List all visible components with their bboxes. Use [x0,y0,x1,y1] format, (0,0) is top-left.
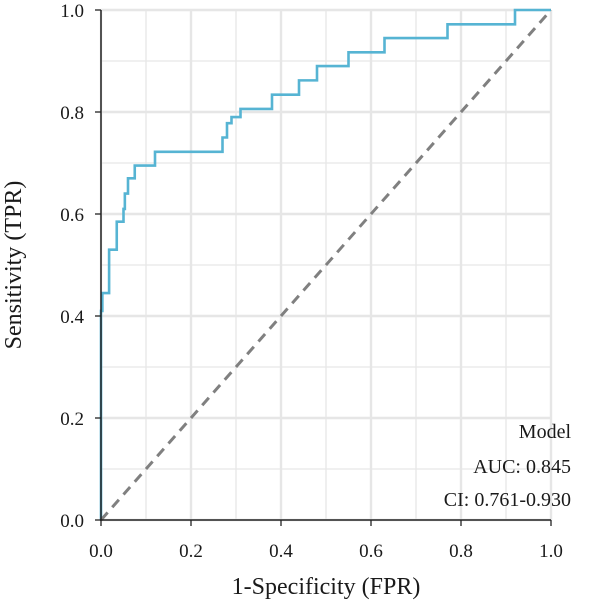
diagonal-reference-line [99,9,553,521]
x-tick-label: 1.0 [539,541,563,562]
y-tick-label: 0.6 [60,205,84,226]
y-tick-label: 0.4 [60,307,84,328]
y-tick-label: 0.8 [60,103,84,124]
x-axis-label: 1-Specificity (FPR) [232,574,421,600]
tick-labels: 0.0 0.2 0.4 0.6 0.8 1.0 0.0 0.2 0.4 0.6 0.8 1.0 [60,1,563,562]
x-tick-label: 0.2 [179,541,203,562]
roc-curve-line [99,8,551,520]
y-tick-label: 1.0 [60,1,84,22]
axes [95,9,552,526]
grid [99,8,553,522]
x-tick-label: 0.6 [359,541,383,562]
annotation-line: AUC: 0.845 [473,456,571,478]
x-tick-label: 0.0 [89,541,113,562]
series-layer [99,8,553,521]
y-tick-label: 0.2 [60,409,84,430]
y-tick-label: 0.0 [60,511,84,532]
annotation-line: CI: 0.761-0.930 [444,489,571,511]
y-axis-label: Sensitivity (TPR) [1,181,27,350]
x-tick-label: 0.8 [449,541,473,562]
annotation-line: Model [519,421,572,443]
annotation-box: Model AUC: 0.845 CI: 0.761-0.930 [444,421,572,511]
x-tick-label: 0.4 [269,541,293,562]
